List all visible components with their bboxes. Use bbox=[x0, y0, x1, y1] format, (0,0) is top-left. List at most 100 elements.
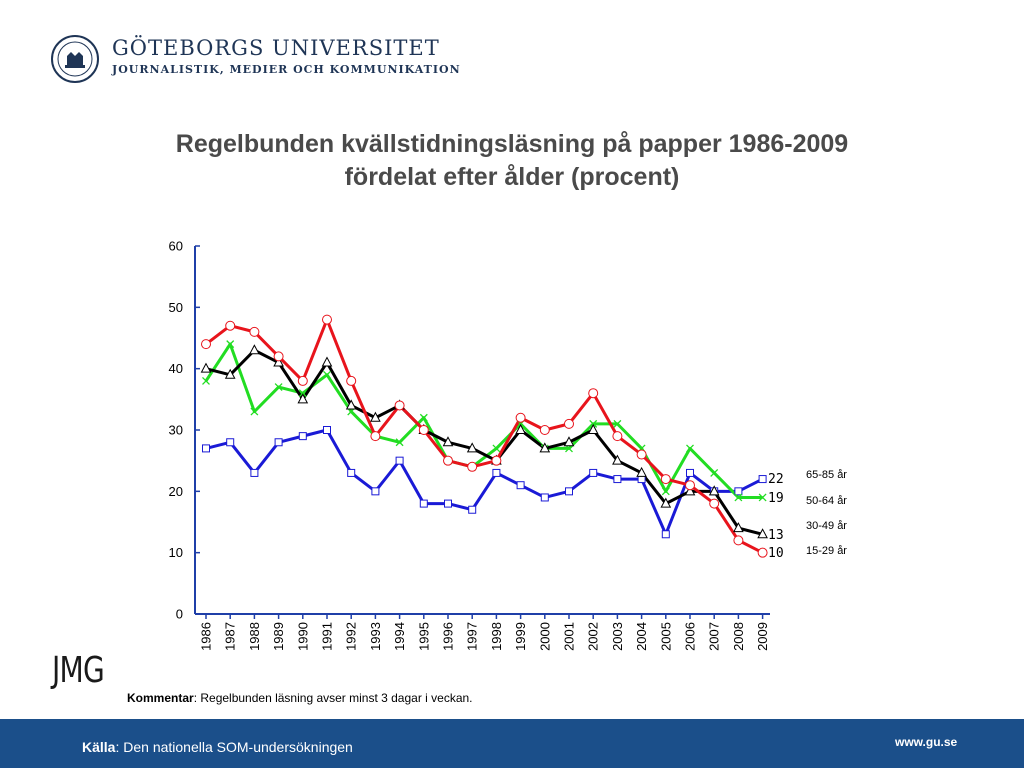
x-tick-label: 1986 bbox=[199, 622, 214, 651]
data-point bbox=[758, 493, 767, 502]
x-tick-label: 1989 bbox=[271, 622, 286, 651]
data-point bbox=[345, 399, 357, 410]
x-tick-label: 1999 bbox=[513, 622, 528, 651]
data-point bbox=[442, 436, 454, 447]
data-point bbox=[224, 368, 236, 379]
data-point bbox=[370, 411, 381, 422]
data-point bbox=[660, 474, 671, 485]
data-point bbox=[466, 442, 478, 453]
data-point bbox=[323, 426, 331, 434]
series-end-label: 13 bbox=[768, 528, 784, 543]
y-tick-label: 60 bbox=[169, 239, 183, 254]
data-point bbox=[757, 547, 768, 558]
source-note: Källa: Den nationella SOM-undersökningen bbox=[82, 739, 353, 755]
x-tick-label: 2007 bbox=[707, 622, 722, 651]
data-point bbox=[587, 423, 599, 434]
data-point bbox=[516, 481, 525, 490]
data-point bbox=[200, 362, 212, 373]
series-line bbox=[205, 428, 764, 536]
x-tick-label: 1988 bbox=[247, 622, 262, 651]
data-point bbox=[733, 522, 744, 533]
data-point bbox=[226, 340, 235, 349]
y-tick-label: 10 bbox=[169, 545, 183, 560]
data-point bbox=[660, 497, 672, 508]
x-tick-label: 2002 bbox=[586, 622, 601, 651]
data-point bbox=[686, 468, 694, 477]
data-point bbox=[201, 339, 211, 350]
comment-text: : Regelbunden läsning avser minst 3 daga… bbox=[193, 691, 473, 705]
y-tick-label: 20 bbox=[169, 484, 183, 499]
x-tick-label: 1996 bbox=[441, 622, 456, 651]
data-point bbox=[540, 493, 549, 502]
data-point bbox=[225, 320, 236, 331]
data-point bbox=[371, 487, 380, 496]
x-tick-label: 2004 bbox=[634, 622, 649, 651]
data-point bbox=[539, 442, 551, 453]
chart-comment: Kommentar: Regelbunden läsning avser min… bbox=[127, 691, 473, 705]
data-point bbox=[685, 480, 695, 491]
data-point bbox=[661, 487, 670, 496]
title-line-2: fördelat efter ålder (procent) bbox=[344, 163, 680, 191]
data-point bbox=[298, 432, 307, 441]
data-point bbox=[734, 493, 743, 502]
series-end-label: 10 bbox=[768, 546, 784, 561]
title-line-1: Regelbunden kvällstidningsläsning på pap… bbox=[175, 130, 849, 158]
data-point bbox=[684, 485, 696, 496]
data-point bbox=[297, 375, 308, 386]
data-point bbox=[322, 314, 332, 325]
page-title: Regelbunden kvällstidningsläsning på pap… bbox=[100, 128, 924, 194]
y-tick-label: 30 bbox=[169, 423, 183, 438]
data-point bbox=[323, 370, 331, 379]
data-point bbox=[588, 388, 599, 399]
legend-entry: 65-85 år bbox=[806, 469, 847, 481]
data-point bbox=[612, 431, 623, 442]
data-point bbox=[661, 530, 670, 539]
data-point bbox=[613, 419, 622, 428]
data-point bbox=[709, 498, 720, 509]
series-end-label: 22 bbox=[768, 472, 784, 487]
data-point bbox=[418, 425, 429, 435]
data-point bbox=[250, 407, 259, 416]
data-point bbox=[539, 425, 550, 435]
legend-entry: 30-49 år bbox=[806, 520, 847, 532]
data-point bbox=[492, 468, 501, 477]
data-point bbox=[467, 461, 478, 472]
data-point bbox=[491, 455, 502, 466]
data-point bbox=[733, 535, 744, 546]
jmg-logo: JMG bbox=[52, 650, 105, 691]
x-tick-label: 1992 bbox=[344, 622, 359, 651]
x-tick-label: 2006 bbox=[683, 622, 698, 651]
data-point bbox=[734, 487, 743, 496]
data-point bbox=[395, 438, 404, 447]
source-text: : Den nationella SOM-undersökningen bbox=[115, 739, 353, 755]
data-point bbox=[346, 375, 357, 386]
data-point bbox=[394, 400, 405, 411]
x-tick-label: 1995 bbox=[416, 622, 431, 651]
data-point bbox=[419, 413, 428, 422]
x-tick-label: 1990 bbox=[295, 622, 310, 651]
data-point bbox=[589, 468, 598, 477]
x-tick-label: 1997 bbox=[465, 622, 480, 651]
data-point bbox=[444, 499, 452, 508]
data-point bbox=[492, 444, 501, 453]
series-line bbox=[205, 348, 763, 536]
data-point bbox=[564, 418, 574, 429]
data-point bbox=[249, 326, 260, 337]
university-name: GÖTEBORGS UNIVERSITET bbox=[112, 36, 440, 60]
x-tick-label: 1993 bbox=[368, 622, 383, 651]
y-tick-label: 50 bbox=[169, 300, 183, 315]
data-point bbox=[273, 356, 284, 367]
y-tick-label: 40 bbox=[169, 361, 183, 376]
website-link[interactable]: www.gu.se bbox=[895, 735, 958, 749]
data-point bbox=[515, 412, 526, 423]
y-tick-label: 0 bbox=[176, 607, 183, 622]
series-end-label: 19 bbox=[768, 491, 784, 506]
x-tick-label: 2003 bbox=[610, 622, 625, 651]
legend-entry: 50-64 år bbox=[806, 495, 847, 507]
data-point bbox=[202, 376, 210, 385]
data-point bbox=[757, 528, 768, 539]
data-point bbox=[613, 475, 622, 484]
data-point bbox=[515, 423, 526, 434]
data-point bbox=[370, 431, 381, 442]
